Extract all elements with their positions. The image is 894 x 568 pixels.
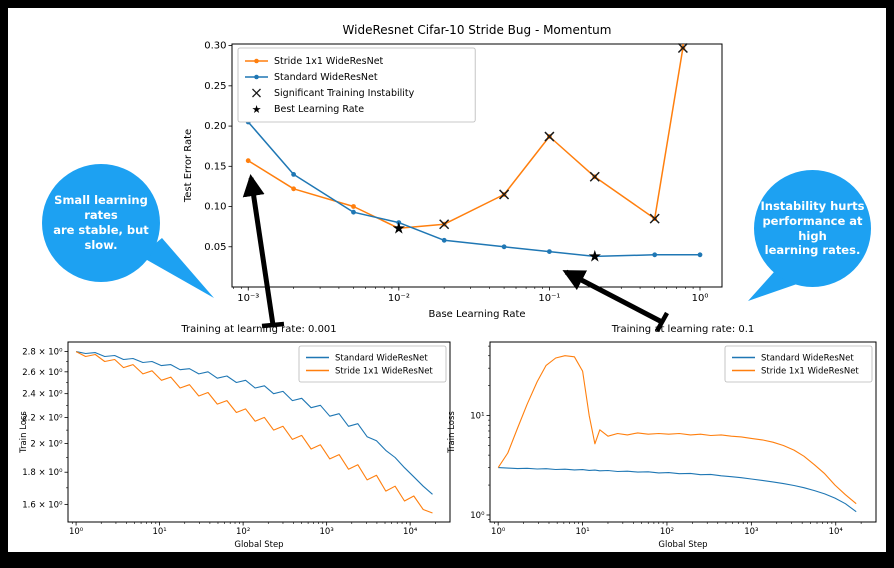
x-tick-label: 10⁻² — [388, 293, 410, 304]
y-tick-label: 1.8 × 10⁰ — [22, 468, 63, 478]
x-axis-label: Base Learning Rate — [428, 309, 525, 320]
y-tick-label: 10¹ — [470, 412, 484, 422]
x-tick-label: 10² — [660, 527, 674, 537]
best-lr-marker: ★ — [392, 218, 406, 237]
series-stride-1x1-wideresnet — [497, 355, 857, 505]
instability-marker — [677, 42, 688, 54]
top-chart-lr-sweep: 10⁻³ 10⁻² 10⁻¹ 10⁰ 0.05 0.10 0.15 0.20 0.25 0.30 ★… — [183, 23, 723, 320]
x-axis-label: Global Step — [658, 540, 707, 550]
bottom-right-chart-train-loss-lr-01: 10⁰ 10¹ 10² 10³ 10⁴ 10⁰ 10¹ Training at learnin… — [447, 324, 877, 550]
legend-label: Standard WideResNet — [761, 354, 854, 364]
x-tick-label: 10⁻³ — [237, 293, 259, 304]
y-axis-label: Test Error Rate — [183, 129, 194, 203]
y-axis-label: Train Loss — [19, 411, 29, 454]
x-tick-label: 10⁴ — [829, 527, 844, 537]
x-tick-label: 10¹ — [152, 527, 166, 537]
x-tick-label: 10³ — [320, 527, 334, 537]
plot-border — [231, 43, 723, 288]
y-tick-label: 2.2 × 10⁰ — [22, 413, 63, 423]
legend-label: Stride 1x1 WideResNet — [761, 367, 859, 377]
callout-right-text: Instability hurts performance at high le… — [760, 198, 865, 258]
x-axis-label: Global Step — [234, 540, 283, 550]
x-tick-label: 10⁰ — [692, 293, 709, 304]
best-lr-marker: ★ — [588, 246, 602, 265]
y-tick-label: 0.30 — [204, 41, 226, 52]
instability-marker — [589, 171, 600, 182]
y-tick-label: 2 × 10⁰ — [30, 439, 63, 449]
x-tick-label: 10² — [236, 527, 250, 537]
x-tick-label: 10⁰ — [491, 527, 506, 537]
series-standard-wideresnet — [245, 119, 703, 259]
legend-label: Standard WideResNet — [274, 72, 378, 83]
svg-text:★: ★ — [252, 103, 262, 116]
legend-label: Significant Training Instability — [274, 88, 415, 99]
y-tick-label: 0.15 — [204, 161, 226, 172]
x-tick-label: 10³ — [744, 527, 758, 537]
x-tick-label: 10⁴ — [403, 527, 418, 537]
chart-title: WideResnet Cifar-10 Stride Bug - Momentu… — [343, 23, 612, 37]
instability-marker — [649, 213, 660, 224]
y-tick-label: 10⁰ — [470, 511, 485, 521]
y-tick-label: 1.6 × 10⁰ — [22, 500, 63, 510]
plot-border — [67, 341, 451, 523]
figure-canvas: 10⁻³ 10⁻² 10⁻¹ 10⁰ 0.05 0.10 0.15 0.20 0.25 0.30 ★… — [8, 8, 886, 552]
series-stride-1x1-wideresnet — [75, 351, 433, 514]
y-tick-label: 0.25 — [204, 81, 226, 92]
x-tick-label: 10⁰ — [69, 527, 84, 537]
legend-label: Stride 1x1 WideResNet — [274, 56, 384, 67]
chart-title: Training at learning rate: 0.001 — [180, 324, 336, 335]
y-tick-label: 2.6 × 10⁰ — [22, 368, 63, 378]
y-tick-label: 0.10 — [204, 202, 226, 213]
legend-label: Stride 1x1 WideResNet — [335, 367, 433, 377]
instability-marker — [439, 219, 450, 230]
callout-left-text: Small learning rates are stable, but slo… — [53, 193, 149, 252]
legend-box — [237, 47, 476, 123]
legend-label: Best Learning Rate — [274, 104, 364, 115]
plot-border — [489, 341, 877, 523]
y-tick-label: 2.8 × 10⁰ — [22, 348, 63, 358]
y-tick-label: 0.05 — [204, 242, 226, 253]
chart-title: Training at learning rate: 0.1 — [611, 324, 755, 335]
legend-label: Standard WideResNet — [335, 354, 428, 364]
series-standard-wideresnet — [75, 351, 433, 495]
callout-right-bubble: Instability hurts performance at high le… — [754, 170, 871, 287]
series-standard-wideresnet — [498, 467, 857, 513]
callout-left-bubble: Small learning rates are stable, but slo… — [42, 164, 160, 282]
x-tick-label: 10⁻¹ — [538, 293, 560, 304]
y-axis-label: Train Loss — [447, 411, 457, 454]
y-tick-label: 2.4 × 10⁰ — [22, 390, 63, 400]
legend-box — [724, 345, 873, 383]
instability-marker — [544, 131, 555, 142]
legend-box — [298, 345, 447, 383]
instability-marker — [499, 189, 510, 200]
bottom-left-chart-train-loss-lr-0001: 10⁰ 10¹ 10² 10³ 10⁴ 1.6 × 10⁰ 1.8 × 10⁰ 2 × 10⁰… — [19, 324, 451, 550]
y-tick-label: 0.20 — [204, 121, 226, 132]
x-tick-label: 10¹ — [575, 527, 589, 537]
